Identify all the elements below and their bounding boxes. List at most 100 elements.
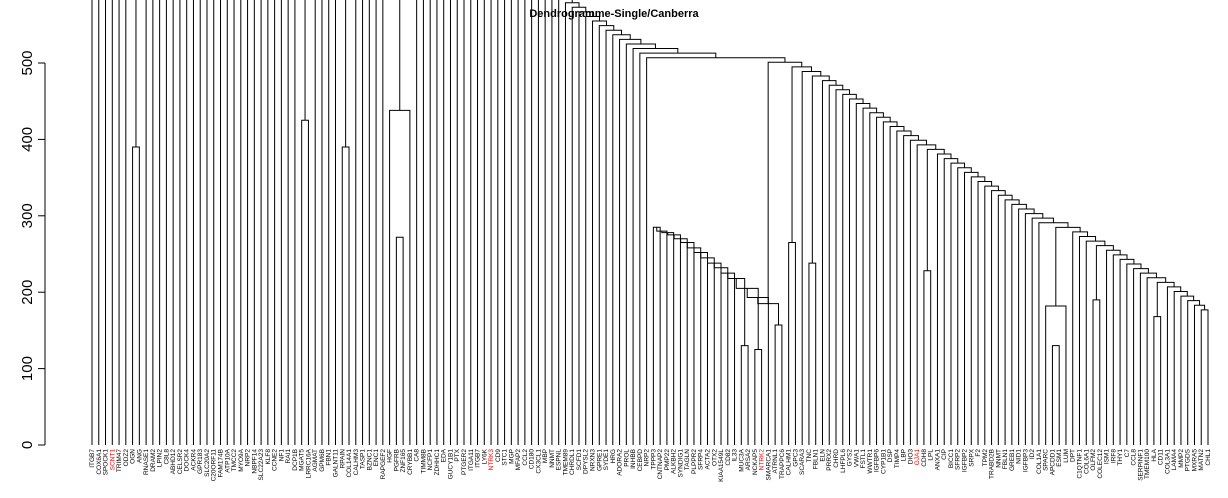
leaf-label: PROL (623, 449, 630, 467)
dendrogram-link (991, 190, 1006, 445)
leaf-label: CDH8 (921, 449, 928, 467)
leaf-label: NF1 (278, 449, 285, 462)
dendrogram-link (537, 0, 539, 445)
leaf-label: EDA (441, 448, 448, 462)
leaf-label: DPT (1070, 449, 1077, 462)
leaf-label: TIMM8B (420, 449, 427, 474)
dendrogram-link (639, 52, 717, 445)
dendrogram-link (916, 144, 937, 445)
dendrogram-link (661, 231, 675, 445)
leaf-label: MUC3A (738, 448, 745, 471)
leaf-label: NCFP1 (427, 449, 434, 471)
dendrogram-link (497, 0, 499, 445)
leaf-label: THY1 (1117, 449, 1124, 466)
dendrogram-link (926, 148, 945, 271)
leaf-label: OLFM2 (1090, 449, 1097, 471)
dendrogram-link (876, 116, 891, 445)
leaf-label: SMARCA1 (765, 449, 772, 481)
dendrogram-link (267, 0, 269, 445)
dendrogram-link (788, 242, 796, 445)
dendrogram-link (943, 158, 959, 445)
dendrogram-link (1038, 222, 1069, 445)
dendrogram-link (206, 0, 208, 445)
leaf-label: CCL2 (522, 449, 529, 466)
dendrogram-link (1126, 263, 1142, 445)
leaf-label: LPIN2 (157, 449, 164, 467)
dendrogram-link (1146, 277, 1167, 445)
leaf-label: KIAA1549L (718, 449, 725, 482)
leaf-label: SCARA3 (799, 449, 806, 475)
dendrogram-link (936, 153, 952, 445)
leaf-label: IGFBP6 (874, 449, 881, 473)
y-axis: 0 100 200 300 400 500 (19, 50, 46, 449)
leaf-label: GPRE1 (596, 449, 603, 471)
dendrogram-link (470, 0, 472, 445)
leaf-label: SPOCK1 (103, 449, 110, 476)
dendrogram-link (558, 0, 573, 445)
leaf-label: COLEC12 (1097, 449, 1104, 479)
dendrogram-link (1095, 245, 1114, 300)
dendrogram-link (909, 139, 927, 445)
leaf-label: TASP1 (360, 449, 367, 469)
leaf-label: CA8 (414, 449, 421, 462)
leaf-label: COL6A1 (1083, 449, 1090, 474)
dendrogram-link (1187, 300, 1201, 445)
leaf-label: NCKAP5 (752, 449, 759, 475)
leaf-label: ODZ2 (123, 449, 130, 467)
dendrogram-link (1051, 345, 1060, 445)
dendrogram-link (1112, 254, 1128, 445)
dendrogram-link (612, 34, 631, 445)
leaf-label: TMEM100 (1144, 449, 1151, 479)
dendrogram-link (652, 226, 661, 445)
leaf-label: DRAM2 (150, 449, 157, 472)
leaf-label: ESM1 (1056, 449, 1063, 467)
dendrogram-link (774, 324, 783, 445)
dendrogram-link (240, 0, 242, 445)
dendrogram-link (125, 0, 127, 445)
leaf-label: MXRA5 (1191, 449, 1198, 472)
dendrogram-link (889, 125, 905, 445)
dendrogram-link (280, 0, 282, 445)
dendrogram-link (1180, 295, 1195, 445)
dendrogram-link (304, 0, 306, 121)
leaf-label: PTX (454, 448, 461, 461)
leaf-label: FBLN1 (1002, 449, 1009, 470)
leaf-label: PTGDS (1185, 448, 1192, 471)
y-tick-label: 400 (19, 127, 36, 152)
leaf-label: SRPX (968, 448, 975, 466)
dendrogram-link (1085, 240, 1106, 445)
leaf-label: SYDE1 (603, 449, 610, 471)
leaf-label: PLPPR2 (691, 449, 698, 474)
dendrogram-link (321, 0, 323, 445)
leaf-label: VWA1 (853, 449, 860, 468)
dendrogram-link (220, 0, 222, 445)
leaf-label: CYP1B1 (880, 449, 887, 474)
leaf-label: SERPINF1 (1137, 449, 1144, 481)
leaf-label: LUM (1063, 449, 1070, 463)
dendrogram-link (287, 0, 289, 445)
y-tick-label: 0 (19, 441, 36, 449)
leaf-label: LAMA4 (1171, 449, 1178, 471)
dendrogram-link (625, 43, 656, 445)
leaf-label: BICC1 (948, 449, 955, 469)
dendrogram-link (510, 0, 512, 445)
dendrogram-link (118, 0, 120, 445)
dendrogram-link (524, 0, 526, 445)
dendrogram-link (1200, 309, 1209, 445)
dendrogram-link (564, 2, 580, 445)
dendrogram-link (328, 0, 330, 445)
leaf-label: CEBPD (637, 449, 644, 472)
leaf-label: CD9 (495, 449, 502, 462)
leaf-label: NID1 (1016, 449, 1023, 464)
dendrogram-link (152, 0, 154, 445)
leaf-label: STC1 (502, 449, 509, 466)
leaf-label: DIO3 (907, 449, 914, 465)
leaf-label: RNASE1 (143, 449, 150, 475)
leaf-label: F2 (975, 449, 982, 457)
leaf-label: CD180 (529, 449, 536, 470)
dendrogram-link (416, 0, 418, 445)
dendrogram-link (233, 0, 235, 445)
leaf-label: SLC22A23 (258, 449, 265, 481)
dendrogram-link (950, 162, 966, 445)
y-tick-label: 200 (19, 280, 36, 305)
